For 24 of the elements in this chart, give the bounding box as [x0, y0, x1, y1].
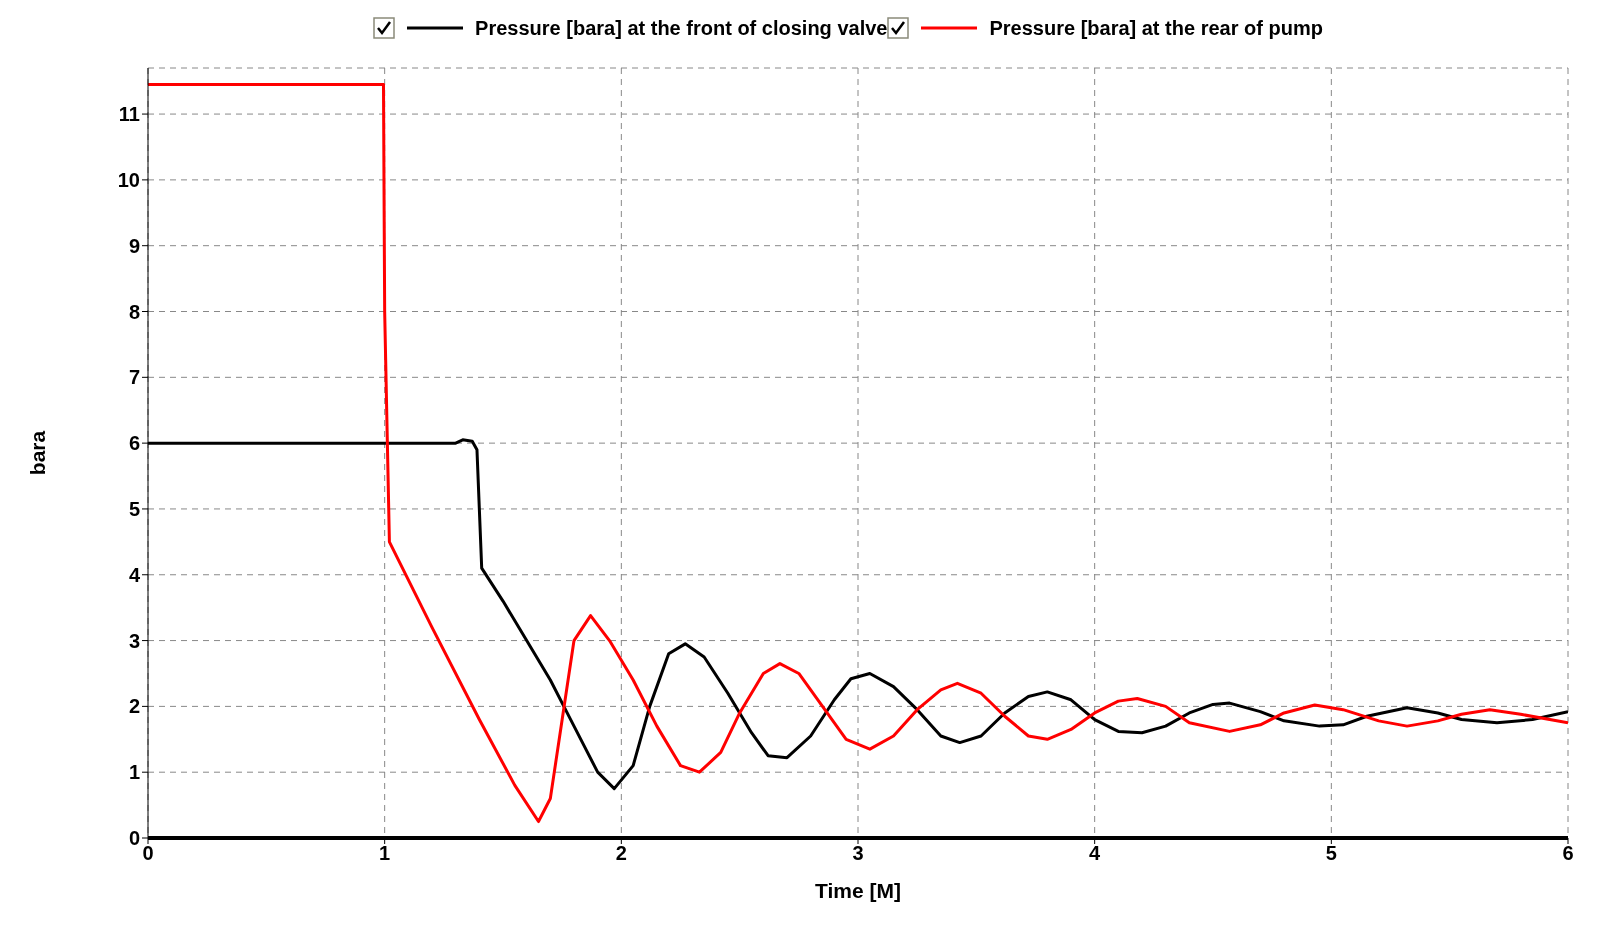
y-tick-label: 10 [117, 168, 140, 191]
x-tick-label: 6 [1562, 842, 1574, 865]
x-tick-label: 4 [1089, 842, 1102, 865]
y-tick-label: 0 [128, 827, 140, 850]
y-tick-label: 9 [128, 234, 140, 257]
y-tick-label: 5 [128, 498, 140, 521]
y-tick-label: 4 [128, 563, 141, 586]
y-tick-label: 6 [128, 432, 140, 455]
x-axis-title: Time [M] [815, 879, 901, 902]
y-tick-label: 11 [118, 103, 140, 126]
y-tick-label: 1 [128, 761, 140, 784]
x-tick-label: 0 [142, 842, 154, 865]
y-tick-label: 2 [128, 695, 140, 718]
y-tick-label: 7 [128, 366, 140, 389]
y-tick-label: 8 [128, 300, 140, 323]
x-tick-label: 3 [852, 842, 864, 865]
legend-label: Pressure [bara] at the front of closing valve [475, 16, 888, 40]
y-axis-title: bara [26, 430, 50, 476]
x-tick-label: 5 [1325, 842, 1337, 865]
x-tick-label: 2 [615, 842, 627, 865]
y-tick-label: 3 [128, 629, 140, 652]
legend-label: Pressure [bara] at the rear of pump [989, 16, 1323, 40]
line-series [148, 82, 1568, 824]
x-tick-label: 1 [379, 842, 391, 865]
